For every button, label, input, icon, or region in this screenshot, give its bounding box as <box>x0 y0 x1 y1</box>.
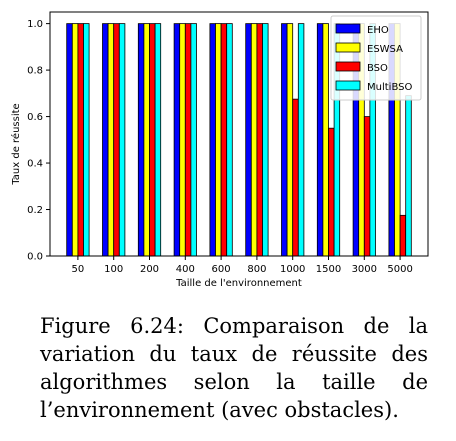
bar-bso-3000 <box>363 116 371 257</box>
x-axis-label: Taille de l'environnement <box>175 278 302 289</box>
bar-eho-1000 <box>281 23 288 257</box>
x-tick-label: 600 <box>212 264 231 275</box>
bar-chart: 0.0 0.2 0.4 0.6 0.8 1.0 50 100 200 400 600 800 1000… <box>10 11 429 289</box>
bar-bso-1000 <box>292 98 299 257</box>
x-tick-label: 50 <box>72 264 85 275</box>
bar-eswsa-100 <box>107 23 115 257</box>
x-tick-label: 400 <box>176 264 195 275</box>
bar-bso-5000 <box>399 214 407 257</box>
legend-swatch-eswsa <box>335 42 361 53</box>
y-tick-label: 1.0 <box>27 19 43 30</box>
bar-bso-100 <box>113 23 120 257</box>
y-tick-label: 0.2 <box>27 205 43 216</box>
bar-bso-800 <box>256 23 263 257</box>
x-tick-label: 5000 <box>387 264 412 275</box>
x-axis: 50 100 200 400 600 800 1000 1500 3000 5000 <box>72 256 413 275</box>
bar-eswsa-400 <box>179 23 186 257</box>
x-tick-label: 1000 <box>280 264 305 275</box>
bar-bso-50 <box>77 23 84 257</box>
bar-bso-400 <box>184 23 192 257</box>
y-axis: 0.0 0.2 0.4 0.6 0.8 1.0 <box>27 19 50 263</box>
bar-eho-600 <box>209 23 216 257</box>
legend-swatch-eho <box>335 23 361 34</box>
x-tick-label: 200 <box>140 264 159 275</box>
legend-swatch-bso <box>335 61 361 72</box>
bar-bso-200 <box>149 23 156 257</box>
y-tick-label: 0.6 <box>27 112 43 123</box>
legend-label-eswsa: ESWSA <box>367 44 403 55</box>
legend-label-multibso: MultiBSO <box>367 82 412 93</box>
bar-multibso-1000 <box>297 23 305 257</box>
plot-frame <box>49 11 429 257</box>
bar-multibso-100 <box>118 23 126 257</box>
bar-eho-800 <box>245 23 252 257</box>
bar-eho-1500 <box>316 23 324 257</box>
x-tick-label: 800 <box>247 264 266 275</box>
bar-multibso-400 <box>190 23 197 257</box>
figure-caption: Figure 6.24: Comparaison de la variation… <box>40 314 428 422</box>
bar-bso-1500 <box>328 127 335 257</box>
bar-eswsa-600 <box>215 23 222 257</box>
bar-eho-400 <box>173 23 181 257</box>
bar-eswsa-50 <box>71 23 79 257</box>
bar-eswsa-800 <box>250 23 258 257</box>
y-axis-label: Taux de réussite <box>10 103 22 185</box>
bar-eho-200 <box>137 23 145 257</box>
y-tick-label: 0.8 <box>27 66 43 77</box>
bar-eho-100 <box>102 23 109 257</box>
y-tick-label: 0.0 <box>27 252 43 263</box>
bar-multibso-200 <box>154 23 162 257</box>
bar-multibso-5000 <box>405 95 412 257</box>
x-tick-label: 100 <box>104 264 123 275</box>
legend: EHO ESWSA BSO MultiBSO <box>330 15 422 101</box>
y-tick-label: 0.4 <box>27 159 43 170</box>
legend-label-bso: BSO <box>367 63 388 74</box>
bar-eswsa-200 <box>143 23 150 257</box>
bar-multibso-50 <box>83 23 90 257</box>
bar-eho-50 <box>66 23 73 257</box>
bars-group <box>66 23 412 257</box>
bar-eswsa-1500 <box>322 23 329 257</box>
x-tick-label: 1500 <box>316 264 341 275</box>
bar-bso-600 <box>220 23 228 257</box>
bar-eswsa-1000 <box>286 23 294 257</box>
bar-multibso-600 <box>226 23 233 257</box>
legend-swatch-multibso <box>335 80 361 91</box>
bar-multibso-800 <box>262 23 269 257</box>
legend-label-eho: EHO <box>367 25 389 36</box>
x-tick-label: 3000 <box>352 264 377 275</box>
legend-box <box>330 15 422 101</box>
